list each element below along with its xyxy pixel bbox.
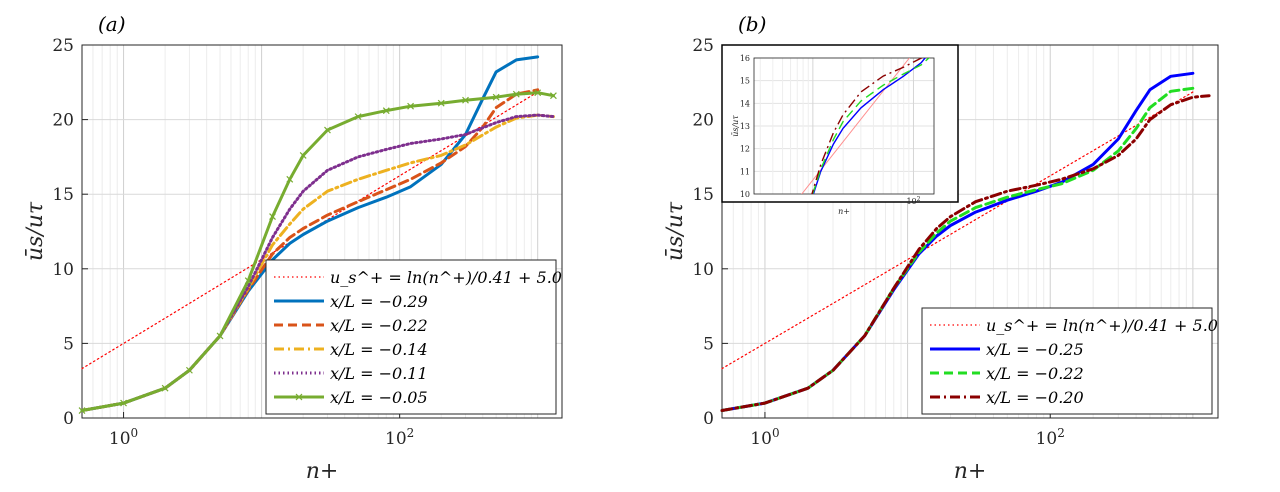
inset-series: [801, 58, 930, 194]
data-point-marker: [492, 93, 500, 101]
y-tick-label: 15: [692, 185, 714, 205]
inset: 10 11 12 13 14 15 16 102 n+ ūs/uτ: [721, 44, 959, 216]
legend-box: [265, 259, 557, 415]
inset-y-tick-label: 16: [740, 54, 750, 63]
inset-frame: [753, 57, 935, 195]
data-point-marker: [299, 151, 307, 159]
inset-series-line-0: [801, 58, 911, 194]
panel-b: 0 5 10 15 20 25 100 102 n+ ūs/uτ (b) u_s^+ = ln(n^+…: [663, 12, 1219, 484]
data-point-marker: [269, 213, 276, 221]
data-point-marker: [216, 332, 224, 340]
data-point-marker: [78, 407, 86, 414]
data-point-marker: [161, 384, 169, 392]
data-point-marker: [324, 126, 331, 134]
legend-entry-2: x/L = −0.22: [986, 364, 1084, 383]
legend-entry-3: x/L = −0.20: [986, 388, 1084, 407]
inset-y-tick-label: 10: [740, 190, 750, 199]
inset-y-tick-label: 15: [740, 77, 750, 86]
data-point-marker: [534, 89, 542, 97]
data-point-marker: [286, 175, 294, 183]
data-point-marker: [120, 399, 127, 407]
data-point-marker: [382, 107, 390, 115]
x-axis-label: n+: [306, 459, 339, 484]
legend: u_s^+ = ln(n^+)/0.41 + 5.0 x/L = −0.29 x/L…: [265, 259, 562, 415]
legend-entry-1: x/L = −0.25: [986, 340, 1084, 359]
legend-entry-1: x/L = −0.29: [330, 292, 428, 311]
series-group: [720, 71, 1211, 412]
y-axis-label: ūs/uτ: [23, 201, 48, 261]
data-point-marker: [549, 92, 557, 100]
legend-entry-4: x/L = −0.11: [330, 364, 428, 383]
data-point-marker: [407, 102, 415, 110]
inset-background: [721, 44, 959, 203]
legend-entry-0: u_s^+ = ln(n^+)/0.41 + 5.0: [986, 316, 1218, 335]
y-tick-label: 25: [692, 36, 714, 56]
data-point-marker: [244, 277, 252, 285]
panel-label: (b): [738, 12, 766, 36]
inset-y-axis-label: ūs/uτ: [731, 115, 740, 137]
y-tick-label: 20: [52, 111, 74, 131]
data-point-marker: [462, 96, 469, 104]
data-point-marker: [437, 99, 445, 107]
y-tick-label: 20: [692, 111, 714, 131]
panel-label: (a): [98, 12, 126, 36]
inset-y-tick-label: 11: [740, 167, 750, 176]
legend: u_s^+ = ln(n^+)/0.41 + 5.0 x/L = −0.25 x/L…: [921, 307, 1218, 415]
inset-x-axis-label: n+: [838, 207, 850, 216]
x-tick-label: 102: [385, 426, 414, 449]
panel-a: 0 5 10 15 20 25 100 102 n+ ūs/uτ (a) u_s^+ = ln(n^+…: [23, 12, 563, 484]
series-line-3: [720, 94, 1211, 412]
axes-frame: [81, 44, 563, 419]
legend-entry-5: x/L = −0.05: [330, 388, 428, 407]
legend-entry-2: x/L = −0.22: [330, 316, 428, 335]
y-tick-label: 5: [63, 334, 74, 354]
y-axis-label: ūs/uτ: [663, 201, 688, 261]
legend-marker: [295, 393, 303, 401]
inset-y-tick-label: 12: [740, 145, 750, 154]
data-point-marker: [512, 90, 520, 98]
y-tick-label: 0: [63, 409, 74, 429]
y-tick-label: 10: [692, 260, 714, 280]
legend-entry-0: u_s^+ = ln(n^+)/0.41 + 5.0: [330, 268, 562, 287]
series-line-0: [721, 91, 1194, 370]
legend-entry-3: x/L = −0.14: [330, 340, 428, 359]
x-tick-label: 100: [109, 426, 138, 449]
data-point-marker: [354, 113, 362, 121]
x-tick-label: 100: [750, 426, 779, 449]
inset-x-tick-label: 102: [906, 196, 920, 206]
x-tick-label: 102: [1036, 426, 1065, 449]
y-tick-label: 0: [703, 409, 714, 429]
inset-series-line-2: [811, 58, 930, 194]
y-tick-label: 15: [52, 185, 74, 205]
inset-y-tick-label: 14: [740, 99, 750, 108]
y-tick-label: 25: [52, 36, 74, 56]
data-point-marker: [185, 366, 193, 374]
y-tick-label: 10: [52, 260, 74, 280]
x-axis-label: n+: [954, 459, 987, 484]
series-group: [78, 55, 557, 414]
axes-frame: [721, 44, 1219, 419]
y-tick-label: 5: [703, 334, 714, 354]
inset-y-tick-label: 13: [740, 122, 750, 131]
inset-series-line-1: [812, 58, 926, 194]
legend-box: [921, 307, 1213, 415]
